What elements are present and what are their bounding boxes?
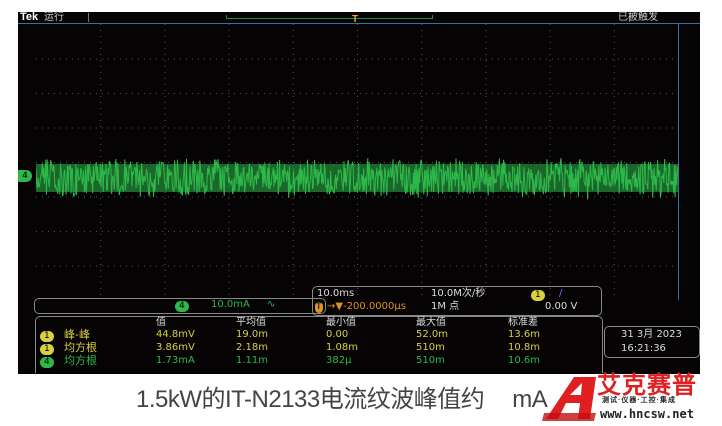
- logo-sub: 测试·仪器·工控·集成: [602, 397, 676, 405]
- ch4-scale-readout[interactable]: 4 10.0mA ∿: [34, 298, 326, 314]
- ch4-waveform-envelope: [36, 164, 678, 192]
- measurement-value: 1.08m: [326, 342, 358, 354]
- horizontal-scale: 10.0ms: [317, 288, 354, 300]
- measurement-value: 19.0m: [236, 329, 268, 341]
- measurement-value: 44.8mV: [156, 329, 195, 341]
- sample-rate: 10.0M次/秒: [431, 288, 485, 300]
- measurement-value: 0.00: [326, 329, 348, 341]
- record-view-bar: [88, 13, 630, 22]
- measurement-value: 13.6m: [508, 329, 540, 341]
- trigger-status: 已被触发: [618, 12, 658, 23]
- coupling-icon: ∿: [267, 299, 275, 311]
- trigger-badge: T: [315, 302, 323, 313]
- trigger-level: 0.00 V: [545, 301, 577, 313]
- measurement-label: 均方根: [64, 342, 97, 354]
- trigger-slope-icon: /: [559, 288, 562, 300]
- measurement-label: 均方根: [64, 355, 97, 367]
- oscilloscope-screen: Tek 运行 已被触发 T 4 4 10.0mA ∿ 10.0ms T →▼-2…: [18, 12, 700, 374]
- brand-logo: Tek: [20, 11, 38, 23]
- ch4-scale: 10.0mA: [211, 299, 250, 311]
- measurement-value: 1.11m: [236, 355, 268, 367]
- channel-4-marker[interactable]: 4: [18, 170, 32, 182]
- measurement-value: 510m: [416, 355, 445, 367]
- waveform-plot: [36, 24, 678, 300]
- datetime-readout: 31 3月 2023 16:21:36: [604, 326, 700, 358]
- caption-text: 1.5kW的IT-N2133电流纹波峰值约: [136, 386, 484, 413]
- measurement-value: 382µ: [326, 355, 351, 367]
- top-status-bar: Tek 运行 已被触发: [18, 12, 700, 24]
- measurement-header: 标准差: [508, 317, 538, 329]
- measurement-channel-badge: 1: [40, 344, 54, 355]
- logo-cn: 艾克赛普: [597, 373, 697, 397]
- record-length: 1M 点: [431, 301, 459, 313]
- accexp-logo: [540, 373, 602, 423]
- measurement-value: 2.18m: [236, 342, 268, 354]
- measurement-table[interactable]: 值平均值 最小值 最大值 标准差 1 峰-峰 44.8mV 19.0m 0.00 52.0m 13.…: [35, 316, 603, 373]
- time: 16:21:36: [621, 343, 666, 355]
- timebase-readout[interactable]: 10.0ms T →▼-200.0000µs 10.0M次/秒 1M 点 1 /…: [312, 286, 602, 316]
- measurement-header: 最大值: [416, 317, 446, 329]
- record-window: [226, 15, 433, 19]
- measurement-header: 值: [156, 317, 166, 329]
- date: 31 3月 2023: [621, 329, 682, 341]
- measurement-value: 10.6m: [508, 355, 540, 367]
- ch4-badge: 4: [175, 301, 189, 312]
- logo-url: www.hncsw.net: [600, 408, 694, 421]
- trigger-source-badge: 1: [531, 290, 545, 301]
- waveform-graticule: [36, 24, 679, 300]
- measurement-value: 3.86mV: [156, 342, 195, 354]
- caption: 1.5kW的IT-N2133电流纹波峰值约 mA: [136, 386, 547, 414]
- measurement-value: 10.8m: [508, 342, 540, 354]
- measurement-header: 最小值: [326, 317, 356, 329]
- measurement-header: 平均值: [236, 317, 266, 329]
- measurement-channel-badge: 1: [40, 331, 54, 342]
- measurement-value: 52.0m: [416, 329, 448, 341]
- measurement-label: 峰-峰: [64, 329, 90, 341]
- measurement-value: 510m: [416, 342, 445, 354]
- trigger-position-marker[interactable]: T: [352, 14, 358, 25]
- trigger-position: →▼-200.0000µs: [327, 301, 406, 313]
- run-status: 运行: [44, 12, 64, 23]
- measurement-value: 1.73mA: [156, 355, 195, 367]
- measurement-channel-badge: 4: [40, 357, 54, 368]
